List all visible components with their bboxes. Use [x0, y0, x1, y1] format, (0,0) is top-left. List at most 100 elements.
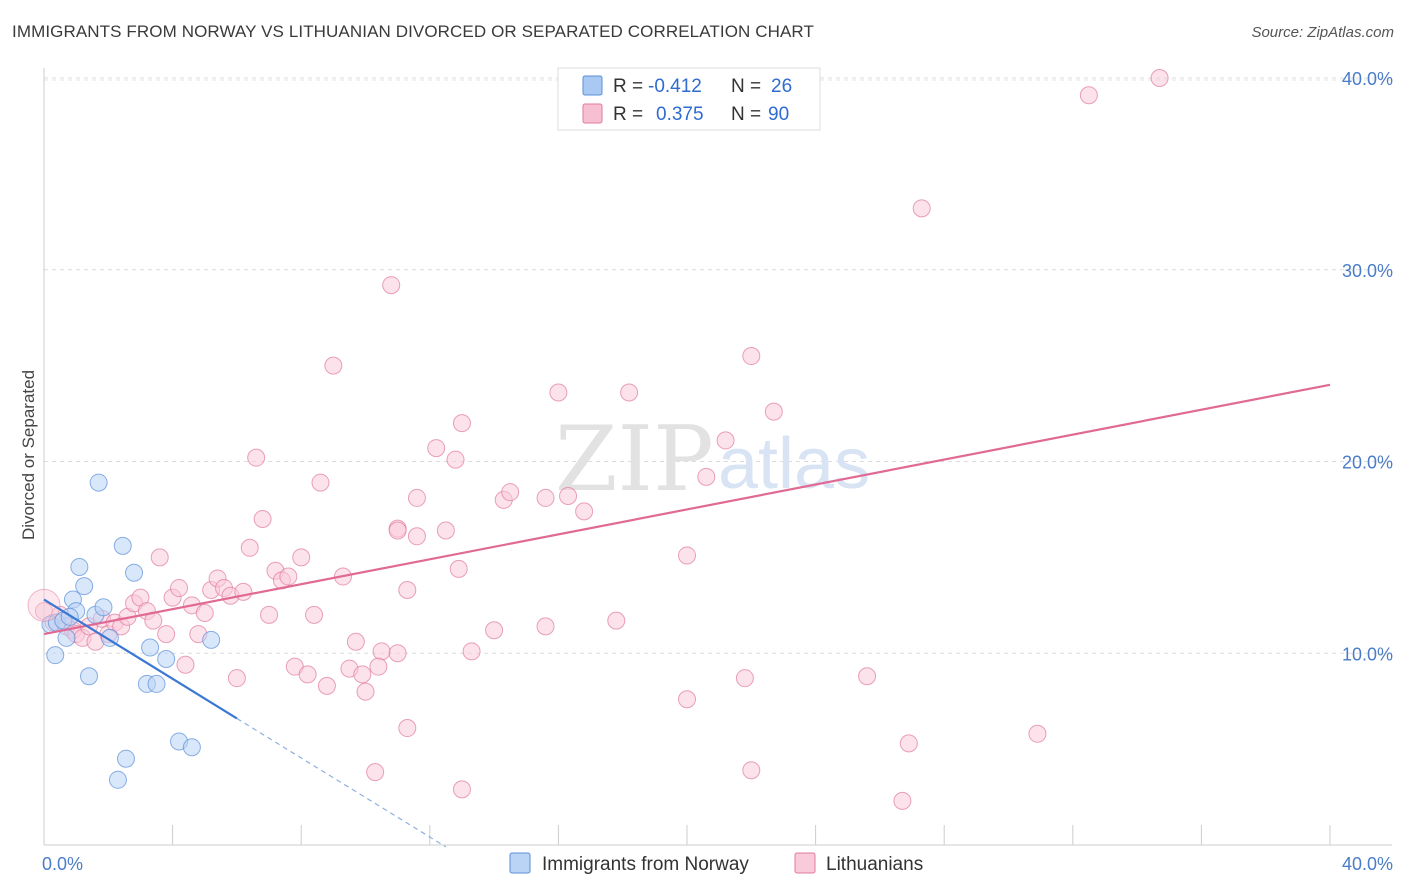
legend-r-label-norway: R = — [613, 76, 643, 97]
point-lithuanians-55 — [388, 644, 407, 663]
point-lithuanians-56 — [398, 719, 417, 738]
point-lithuanians-40 — [292, 548, 311, 567]
point-lithuanians-54 — [382, 276, 401, 295]
point-lithuanians-50 — [356, 682, 375, 701]
x-tick-label-max: 40.0% — [1342, 854, 1393, 874]
bottom-legend-label-norway: Immigrants from Norway — [542, 854, 749, 875]
point-lithuanians-18 — [150, 548, 169, 567]
point-lithuanians-48 — [346, 632, 365, 651]
point-lithuanians-65 — [449, 559, 468, 578]
point-norway-10 — [94, 598, 113, 617]
point-norway-5 — [70, 557, 89, 576]
y-tick-label-0: 10.0% — [1342, 644, 1393, 664]
legend-swatch-lithuanians — [582, 103, 603, 124]
point-lithuanians-90 — [912, 199, 931, 218]
watermark-zip: ZIP — [555, 407, 714, 512]
legend-n-value-norway: 26 — [771, 76, 792, 97]
point-lithuanians-88 — [893, 791, 912, 810]
trend-lines — [43, 383, 1331, 848]
legend-n-value-lithuanians: 90 — [768, 104, 789, 125]
x-tick-label-min: 0.0% — [42, 854, 83, 874]
grid-lines — [44, 77, 1392, 654]
axes — [43, 68, 1392, 846]
point-lithuanians-71 — [501, 483, 520, 502]
point-norway-4 — [46, 646, 65, 665]
legend-r-label-lithuanians: R = — [613, 104, 643, 125]
y-axis-label: Divorced or Separated — [19, 370, 38, 540]
point-lithuanians-21 — [170, 579, 189, 598]
point-lithuanians-44 — [317, 676, 336, 695]
point-norway-15 — [125, 563, 144, 582]
bottom-legend-swatch-lithuanians — [794, 852, 816, 874]
point-lithuanians-75 — [559, 487, 578, 506]
point-norway-12 — [89, 473, 108, 492]
point-lithuanians-69 — [485, 621, 504, 640]
point-lithuanians-89 — [899, 734, 918, 753]
point-lithuanians-35 — [260, 605, 279, 624]
point-lithuanians-66 — [452, 780, 471, 799]
data-points — [27, 69, 1169, 810]
point-norway-18 — [147, 674, 166, 693]
point-norway-22 — [182, 738, 201, 757]
point-lithuanians-80 — [678, 690, 696, 709]
point-lithuanians-74 — [549, 383, 568, 402]
point-lithuanians-22 — [176, 655, 195, 674]
point-norway-24 — [108, 770, 127, 789]
point-lithuanians-64 — [446, 450, 465, 469]
point-norway-19 — [157, 650, 176, 669]
point-lithuanians-63 — [436, 521, 455, 540]
trend-line-norway — [43, 598, 238, 720]
point-lithuanians-53 — [369, 657, 388, 676]
legend-swatch-norway — [582, 75, 603, 96]
y-tick-label-2: 30.0% — [1342, 261, 1393, 281]
point-lithuanians-67 — [462, 642, 481, 661]
x-tick-labels: 0.0% 40.0% — [42, 854, 1393, 874]
point-lithuanians-38 — [279, 567, 298, 586]
point-lithuanians-32 — [240, 538, 259, 557]
point-norway-11 — [80, 667, 99, 686]
point-lithuanians-62 — [427, 439, 446, 458]
bottom-legend-swatch-norway — [509, 852, 531, 874]
point-lithuanians-41 — [298, 665, 317, 684]
point-lithuanians-87 — [858, 667, 877, 686]
y-tick-labels: 10.0% 20.0% 30.0% 40.0% — [1342, 69, 1393, 664]
point-lithuanians-86 — [764, 402, 783, 421]
watermark: ZIP atlas — [555, 407, 870, 512]
point-lithuanians-34 — [253, 510, 272, 529]
point-lithuanians-33 — [247, 448, 266, 467]
trend-line-lithuanians — [43, 383, 1331, 636]
point-lithuanians-77 — [607, 611, 626, 630]
point-lithuanians-31 — [234, 582, 253, 601]
y-tick-label-3: 40.0% — [1342, 69, 1393, 89]
point-lithuanians-92 — [1079, 86, 1098, 105]
point-norway-23 — [116, 749, 135, 768]
legend-r-value-norway: -0.412 — [648, 76, 702, 97]
point-lithuanians-82 — [716, 431, 735, 450]
point-lithuanians-93 — [1150, 69, 1169, 87]
point-lithuanians-19 — [157, 625, 176, 644]
point-lithuanians-85 — [742, 761, 761, 780]
legend-n-label-lithuanians: N = — [731, 104, 761, 125]
point-norway-14 — [113, 536, 132, 555]
point-lithuanians-cluster — [27, 588, 61, 622]
point-norway-6 — [75, 577, 94, 596]
legend-n-label-norway: N = — [731, 76, 761, 97]
legend-r-value-lithuanians: 0.375 — [656, 104, 704, 125]
point-norway-20 — [202, 630, 221, 649]
point-lithuanians-60 — [398, 580, 417, 599]
point-lithuanians-83 — [735, 669, 754, 688]
point-lithuanians-68 — [452, 414, 471, 433]
point-lithuanians-61 — [407, 488, 426, 507]
point-lithuanians-42 — [305, 605, 324, 624]
point-lithuanians-52 — [372, 642, 391, 661]
point-lithuanians-81 — [697, 467, 716, 486]
point-lithuanians-72 — [536, 488, 555, 507]
watermark-atlas: atlas — [718, 424, 870, 504]
source-credit: Source: ZipAtlas.com — [1251, 24, 1394, 41]
y-tick-label-1: 20.0% — [1342, 453, 1393, 473]
point-lithuanians-30 — [227, 669, 246, 688]
point-lithuanians-79 — [678, 546, 696, 565]
point-lithuanians-78 — [620, 383, 639, 402]
stats-legend: R = -0.412 N = 26 R = 0.375 N = 90 — [557, 67, 821, 131]
